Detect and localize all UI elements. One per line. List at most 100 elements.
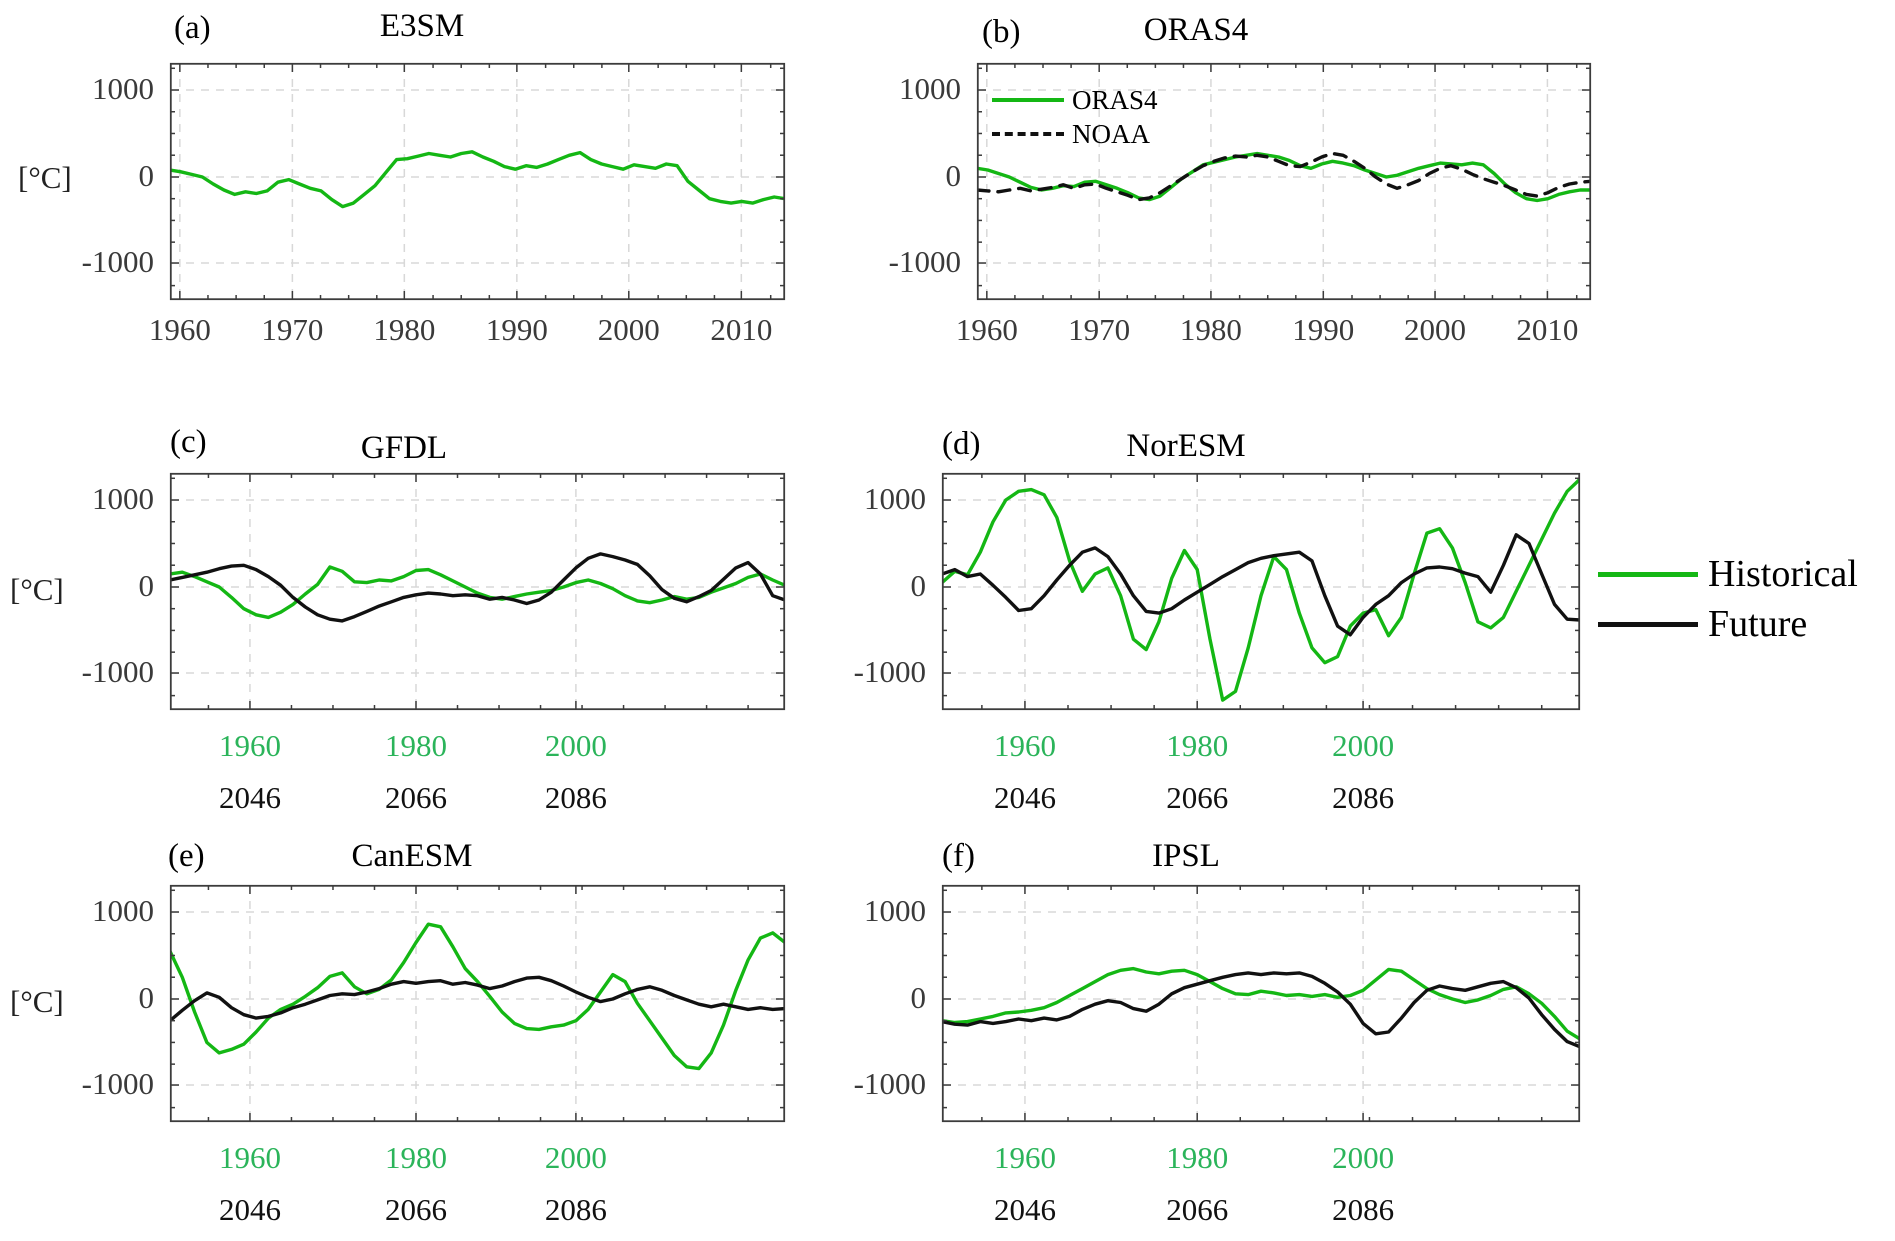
x-tick-label-historical: 1980 <box>1166 1140 1229 1175</box>
y-tick-label: 0 <box>138 979 155 1015</box>
y-tick-label: 1000 <box>864 481 926 517</box>
gridlines <box>171 64 784 299</box>
x-tick-label-historical: 2000 <box>544 728 607 763</box>
y-tick-label: 1000 <box>92 481 154 517</box>
series-group <box>170 552 785 623</box>
series-line-e3sm-historical <box>170 150 785 209</box>
series-group <box>170 150 785 209</box>
y-tick-label: 1000 <box>92 893 154 929</box>
axis-ticks <box>170 63 785 300</box>
axis-ticks <box>942 473 1580 710</box>
x-tick-label: 2000 <box>1404 312 1467 347</box>
panel-e-letter: (e) <box>168 838 205 874</box>
legend-label-oras4: ORAS4 <box>1072 84 1158 115</box>
x-tick-label-future: 2066 <box>385 780 447 815</box>
x-tick-label: 2010 <box>1516 312 1579 347</box>
series-line-noresm-future <box>942 533 1580 637</box>
legend-label-noaa: NOAA <box>1072 118 1150 149</box>
series-line-canesm-historical <box>170 922 785 1071</box>
axis-ticks <box>977 63 1591 300</box>
historical-line-swatch <box>1598 571 1698 577</box>
x-tick-label-future: 2066 <box>385 1192 447 1227</box>
panel-d-letter: (d) <box>942 426 981 462</box>
plot-border <box>169 472 786 711</box>
x-tick-label: 1980 <box>373 312 436 347</box>
x-tick-label-historical: 1960 <box>993 1140 1056 1175</box>
x-tick-label-future: 2046 <box>218 1192 281 1227</box>
panel-e-title: CanESM <box>351 838 473 874</box>
x-tick-label: 2010 <box>710 312 773 347</box>
panel-f-title: IPSL <box>1152 838 1220 874</box>
oras4-line-swatch <box>992 98 1064 102</box>
x-tick-label: 1970 <box>261 312 324 347</box>
plot-border <box>976 62 1592 301</box>
series-line-noaa <box>977 151 1591 202</box>
x-tick-label-historical: 2000 <box>1332 1140 1395 1175</box>
y-tick-label: 1000 <box>92 71 154 107</box>
x-tick-label-future: 2086 <box>544 1192 607 1227</box>
gridlines <box>943 886 1579 1121</box>
noaa-line-swatch <box>992 132 1064 136</box>
legend-item-oras4: ORAS4 <box>992 84 1158 116</box>
series-line-ipsl-future <box>942 971 1580 1049</box>
x-tick-label: 1960 <box>955 312 1018 347</box>
panel-d-title: NorESM <box>1126 428 1246 464</box>
x-tick-label-future: 2066 <box>1166 1192 1229 1227</box>
gridlines <box>171 474 784 709</box>
x-tick-label-future: 2046 <box>993 780 1056 815</box>
plot-border <box>941 472 1581 711</box>
x-tick-label-future: 2046 <box>993 1192 1056 1227</box>
x-tick-label-historical: 1960 <box>218 1140 281 1175</box>
y-tick-label: 0 <box>910 979 927 1015</box>
y-tick-label: 0 <box>138 157 155 193</box>
x-tick-label-historical: 2000 <box>1332 728 1395 763</box>
x-tick-label-historical: 2000 <box>544 1140 607 1175</box>
x-tick-label-future: 2086 <box>1332 1192 1395 1227</box>
series-group <box>977 151 1591 203</box>
y-unit-label-row2: [°C] <box>10 572 64 607</box>
series-line-noresm-historical <box>942 477 1580 702</box>
x-tick-label-historical: 1980 <box>385 1140 447 1175</box>
legend-label-future: Future <box>1708 603 1808 645</box>
y-tick-label: -1000 <box>853 1066 926 1102</box>
axis-ticks <box>942 885 1580 1122</box>
x-tick-label-historical: 1980 <box>385 728 447 763</box>
panel-b-title: ORAS4 <box>1143 12 1249 48</box>
series-group <box>942 477 1580 702</box>
panel-b-plot <box>976 62 1592 301</box>
panel-a-plot <box>169 62 786 301</box>
panel-d-plot <box>941 472 1581 711</box>
x-tick-label-future: 2046 <box>218 780 281 815</box>
legend-item-historical: Historical <box>1598 552 1858 596</box>
panel-b-letter: (b) <box>982 14 1021 50</box>
gridlines <box>978 64 1590 299</box>
x-tick-label-historical: 1980 <box>1166 728 1229 763</box>
series-line-oras4 <box>977 151 1591 203</box>
x-tick-label: 1990 <box>1292 312 1355 347</box>
series-line-gfdl-future <box>170 552 785 623</box>
y-tick-label: 0 <box>945 157 962 193</box>
x-tick-label-historical: 1960 <box>218 728 281 763</box>
x-tick-label-historical: 1960 <box>993 728 1056 763</box>
series-line-canesm-future <box>170 975 785 1023</box>
legend-label-historical: Historical <box>1708 553 1858 595</box>
x-tick-label: 1970 <box>1068 312 1131 347</box>
figure-legend: Historical Future <box>1598 552 1858 646</box>
future-line-swatch <box>1598 621 1698 627</box>
x-tick-label: 1960 <box>148 312 211 347</box>
y-unit-label-row1: [°C] <box>18 160 72 195</box>
panel-c-plot <box>169 472 786 711</box>
y-tick-label: 0 <box>910 567 927 603</box>
y-tick-label: -1000 <box>888 244 961 280</box>
y-tick-label: -1000 <box>81 244 154 280</box>
x-tick-label-future: 2086 <box>544 780 607 815</box>
legend-item-future: Future <box>1598 602 1858 646</box>
axis-ticks <box>170 885 785 1122</box>
panel-c-title: GFDL <box>360 430 448 466</box>
series-line-ipsl-historical <box>942 966 1580 1041</box>
panel-a-letter: (a) <box>174 10 211 46</box>
y-tick-label: -1000 <box>81 1066 154 1102</box>
y-tick-label: 1000 <box>864 893 926 929</box>
panel-e-plot <box>169 884 786 1123</box>
